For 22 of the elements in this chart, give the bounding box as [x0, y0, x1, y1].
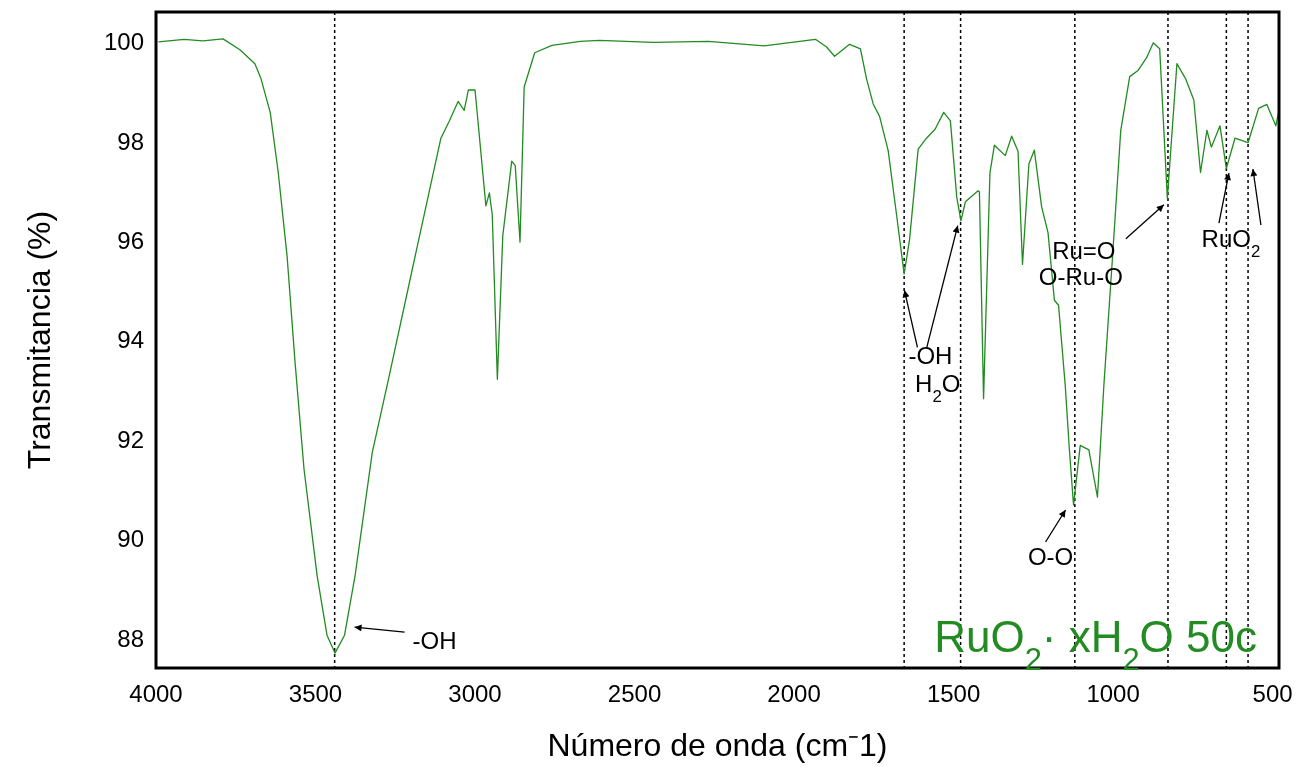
x-tick-label: 3000 — [448, 680, 502, 707]
x-axis-title: Número de onda (cm⁻1) — [547, 727, 888, 763]
y-axis-title: Transmitancia (%) — [21, 210, 57, 470]
x-tick-label: 2000 — [767, 680, 821, 707]
annotation: O-O — [1027, 542, 1074, 570]
y-tick-label: 96 — [117, 227, 144, 255]
y-tick-label: 94 — [117, 326, 144, 354]
x-tick-label: 1000 — [1086, 680, 1140, 707]
annotation: -OH — [908, 342, 953, 370]
annotation: H$_{2}$O — [915, 369, 961, 406]
y-tick-label: 90 — [117, 525, 144, 553]
x-tick-label: 2500 — [607, 680, 662, 707]
y-tick-label: 98 — [117, 127, 144, 155]
x-tick-label: 500 — [1252, 680, 1293, 707]
x-tick-label: 1500 — [926, 680, 981, 707]
annotation: -OH — [412, 627, 457, 655]
x-tick-label: 4000 — [129, 680, 183, 707]
y-tick-label: 100 — [103, 28, 144, 56]
y-tick-label: 88 — [117, 624, 144, 652]
y-tick-label: 92 — [117, 425, 144, 453]
x-tick-label: 3500 — [288, 680, 343, 707]
annotation: RuO$_{2}$ — [1201, 225, 1261, 261]
